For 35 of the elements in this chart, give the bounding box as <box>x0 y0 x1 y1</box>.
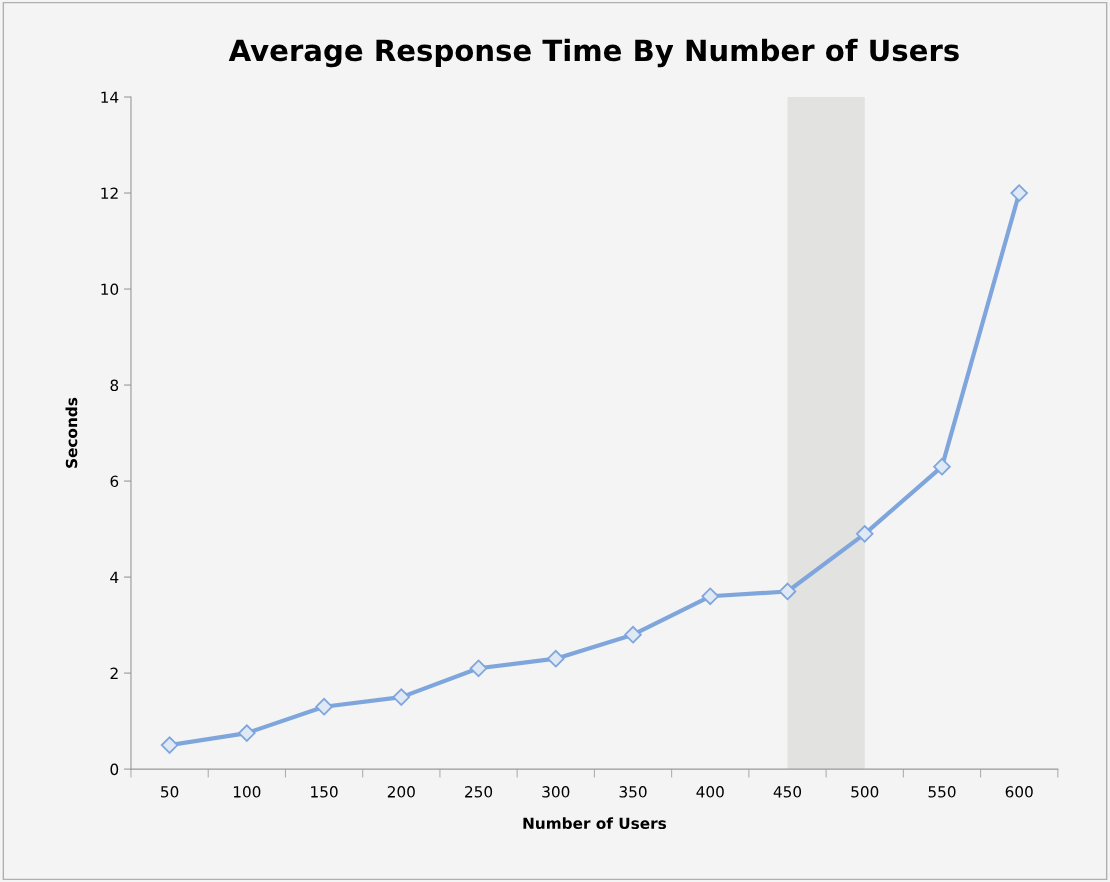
y-tick-label: 8 <box>110 379 119 392</box>
y-tick-label: 2 <box>110 667 118 679</box>
y-tick-label: 12 <box>101 187 118 199</box>
x-tick-label: 400 <box>696 786 724 798</box>
x-tick-label: 450 <box>773 786 802 798</box>
y-tick-label: 10 <box>101 283 119 296</box>
x-tick-label: 100 <box>233 786 261 798</box>
x-tick-label: 350 <box>619 786 647 798</box>
point <box>855 525 874 543</box>
x-tick-label: 50 <box>161 786 179 798</box>
y-tick-label: 6 <box>110 475 119 488</box>
x-tick-label: 600 <box>1005 786 1033 798</box>
chart-title: Average Response Time By Number of Users <box>228 38 959 68</box>
x-tick-label: 200 <box>387 786 415 798</box>
x-tick-label: 150 <box>311 786 338 798</box>
point <box>778 582 797 601</box>
x-tick-label: 300 <box>542 786 570 798</box>
point <box>547 649 565 668</box>
point <box>701 587 720 606</box>
y-tick-label: 4 <box>110 571 119 583</box>
point <box>1010 184 1028 202</box>
point <box>469 659 488 678</box>
x-tick-label: 550 <box>928 786 956 798</box>
y-axis-title: Seconds <box>65 397 78 468</box>
point <box>160 736 179 754</box>
x-tick-label: 250 <box>465 786 493 798</box>
point <box>315 697 333 716</box>
x-tick-label: 500 <box>851 786 879 798</box>
y-tick-label: 0 <box>110 763 119 776</box>
x-axis-title: Number of Users <box>523 817 667 830</box>
point <box>392 688 411 706</box>
point <box>624 625 642 644</box>
point <box>238 724 256 742</box>
point <box>933 457 951 476</box>
y-tick-label: 14 <box>101 91 119 103</box>
